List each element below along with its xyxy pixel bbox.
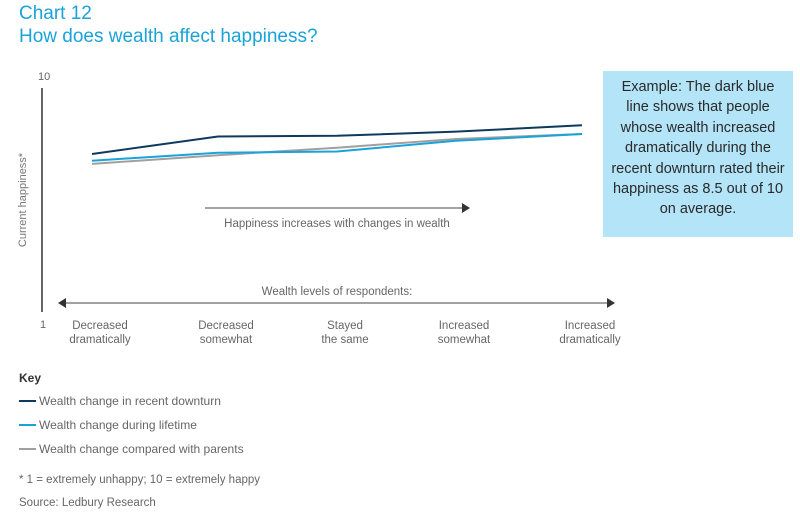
x-tick-label-line: somewhat — [200, 334, 253, 346]
x-tick-label-line: dramatically — [559, 334, 621, 346]
x-axis-arrow-left-icon — [58, 298, 66, 308]
key-title: Key — [19, 371, 42, 385]
x-tick-label-line: the same — [321, 334, 368, 346]
x-tick-label: Increased dramatically — [559, 320, 621, 346]
trend-annotation-text: Happiness increases with changes in weal… — [224, 218, 450, 230]
chart-title: How does wealth affect happiness? — [19, 26, 318, 47]
x-tick-label-line: Decreased — [198, 320, 254, 332]
key-item-recent-downturn: Wealth change in recent downturn — [19, 394, 221, 408]
series-layer — [91, 124, 583, 165]
y-tick-label-top: 10 — [38, 71, 50, 83]
x-axis-arrow: Wealth levels of respondents: — [58, 286, 615, 308]
x-tick-label: Increased somewhat — [438, 320, 491, 346]
x-tick-label: Decreased somewhat — [198, 320, 254, 346]
trend-annotation: Happiness increases with changes in weal… — [205, 203, 470, 230]
key-label: Wealth change compared with parents — [39, 442, 244, 456]
key-label: Wealth change in recent downturn — [39, 394, 221, 408]
key-swatch-light-blue — [19, 424, 36, 426]
example-callout: Example: The dark blue line shows that p… — [603, 71, 793, 237]
x-axis-arrow-right-icon — [607, 298, 615, 308]
key-swatch-grey — [19, 448, 36, 450]
x-tick-labels: Decreased dramatically Decreased somewhat St… — [69, 320, 621, 346]
key-item-parents: Wealth change compared with parents — [19, 442, 244, 456]
series-line-0 — [91, 124, 583, 155]
x-tick-label-line: Decreased — [72, 320, 128, 332]
source-note: Source: Ledbury Research — [19, 497, 156, 509]
footnote: * 1 = extremely unhappy; 10 = extremely … — [19, 474, 261, 486]
x-axis-label: Wealth levels of respondents: — [262, 286, 413, 298]
x-tick-label-line: Increased — [565, 320, 616, 332]
x-tick-label-line: Increased — [439, 320, 490, 332]
x-tick-label-line: Stayed — [327, 320, 363, 332]
key-swatch-dark-blue — [19, 400, 36, 402]
trend-arrow-head-icon — [462, 203, 470, 213]
y-axis-label: Current happiness* — [17, 152, 29, 247]
x-tick-label: Decreased dramatically — [69, 320, 131, 346]
callout-text: Example: The dark blue line shows that p… — [611, 79, 785, 218]
x-tick-label-line: dramatically — [69, 334, 131, 346]
key-item-lifetime: Wealth change during lifetime — [19, 418, 197, 432]
x-tick-label-line: somewhat — [438, 334, 491, 346]
chart-number: Chart 12 — [19, 3, 92, 24]
y-tick-label-bottom: 1 — [40, 319, 46, 331]
key-label: Wealth change during lifetime — [39, 418, 197, 432]
x-tick-label: Stayed the same — [321, 320, 368, 346]
